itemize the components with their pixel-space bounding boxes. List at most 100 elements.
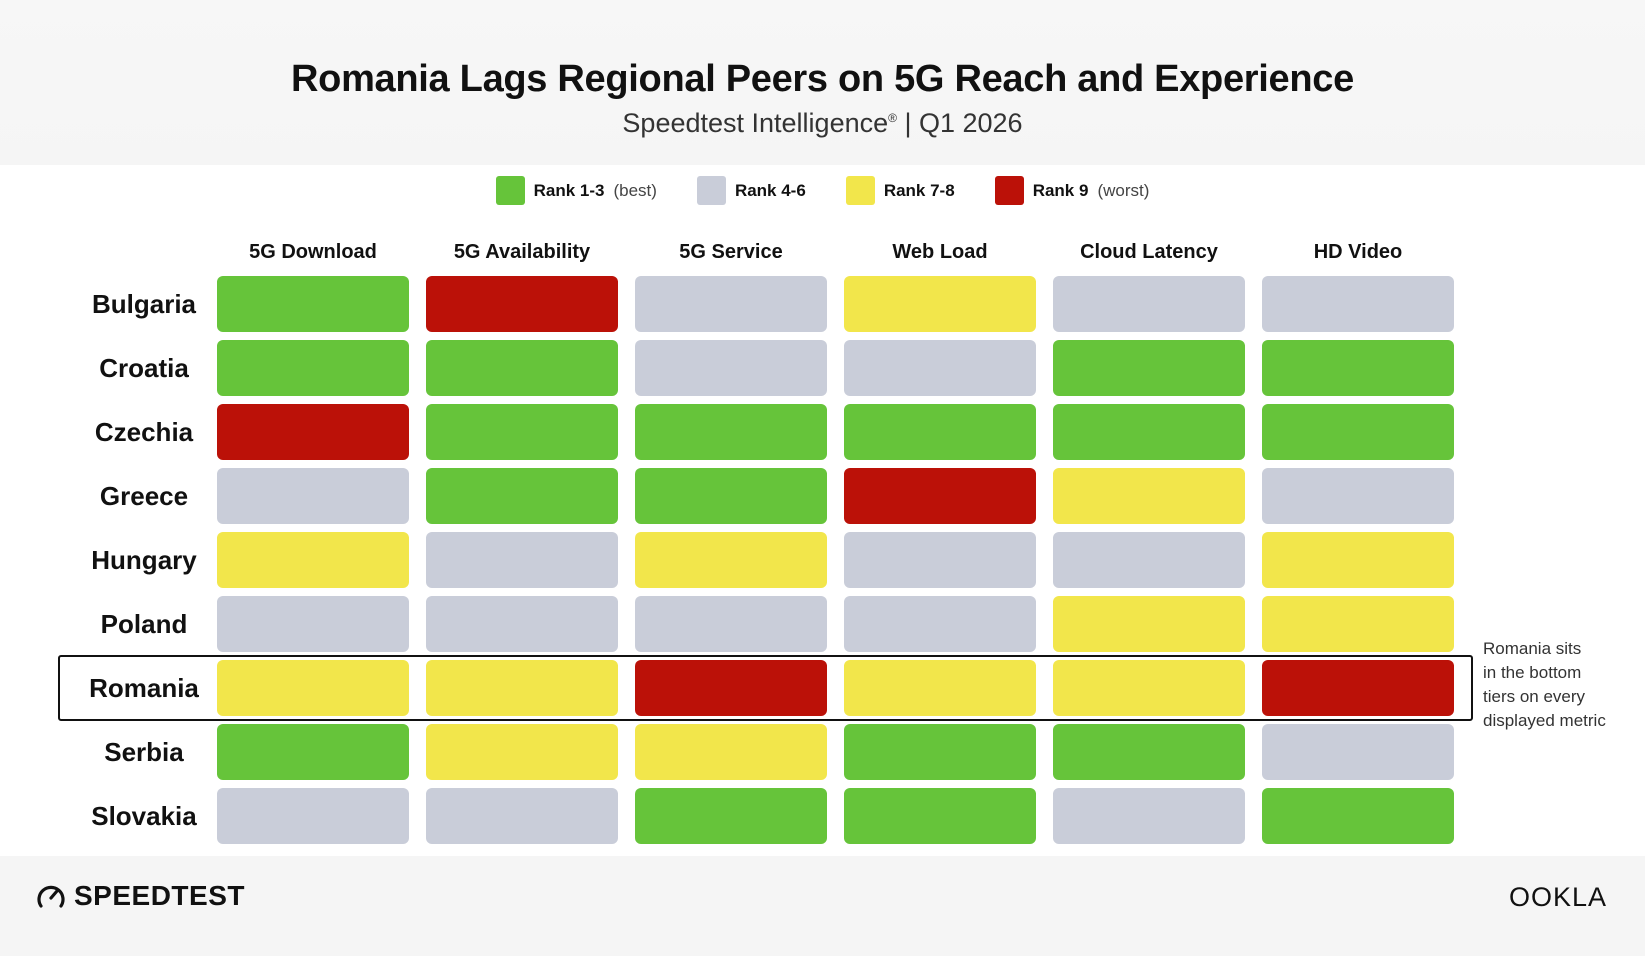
column-header: 5G Availability: [454, 241, 591, 263]
heatmap-cell: [1262, 596, 1454, 652]
heatmap-cell: [1262, 660, 1454, 716]
heatmap-cell: [844, 596, 1036, 652]
heatmap-cell: [1262, 724, 1454, 780]
heatmap-cell: [426, 660, 618, 716]
legend-item-best: Rank 1-3 (best): [495, 176, 657, 205]
heatmap-cell: [426, 276, 618, 332]
heatmap-cell: [844, 532, 1036, 588]
heatmap-cell: [1053, 276, 1245, 332]
row-label: Romania: [89, 673, 199, 703]
heatmap-chart: 5G Download 5G Availability 5G Service Web …: [58, 241, 1606, 844]
footer-band: [0, 856, 1645, 956]
column-header: 5G Service: [679, 241, 782, 263]
row-label: Czechia: [95, 417, 194, 447]
heatmap-cell: [426, 468, 618, 524]
row-label: Hungary: [91, 545, 197, 575]
heatmap-cell: [844, 660, 1036, 716]
heatmap-cell: [1262, 340, 1454, 396]
legend-label-best: Rank 1-3: [533, 180, 605, 200]
highlight-box: [58, 655, 1473, 721]
heatmap-cell: [426, 724, 618, 780]
legend-swatch-best: [495, 176, 525, 205]
heatmap-cell: [844, 404, 1036, 460]
heatmap-cell: [844, 340, 1036, 396]
legend-item-low: Rank 7-8: [845, 176, 955, 205]
annotation-text: displayed metric: [1483, 711, 1606, 730]
heatmap-cell: [844, 468, 1036, 524]
legend-swatch-mid: [696, 176, 726, 205]
heatmap-cell: [426, 596, 618, 652]
row-label: Poland: [101, 609, 188, 639]
heatmap-cell: [1262, 276, 1454, 332]
heatmap-cell: [217, 468, 409, 524]
speedtest-wordmark: SPEEDTEST: [74, 880, 245, 911]
annotation-text: Romania sits: [1483, 639, 1581, 658]
heatmap-cell: [1053, 468, 1245, 524]
registered-mark: ®: [888, 111, 897, 125]
heatmap-cell: [1053, 596, 1245, 652]
heatmap-cell: [635, 724, 827, 780]
legend-item-mid: Rank 4-6: [696, 176, 806, 205]
column-header: HD Video: [1314, 241, 1403, 263]
chart-subtitle: Speedtest Intelligence® | Q1 2026: [0, 108, 1645, 139]
heatmap-cell: [635, 468, 827, 524]
header-band: [0, 0, 1645, 165]
heatmap-cell: [635, 660, 827, 716]
heatmap-cell: [1053, 340, 1245, 396]
heatmap-cell: [635, 276, 827, 332]
heatmap-cell: [426, 532, 618, 588]
legend: Rank 1-3 (best) Rank 4-6 Rank 7-8 Rank 9…: [0, 176, 1645, 205]
heatmap-cell: [217, 532, 409, 588]
column-header: Web Load: [892, 241, 987, 263]
legend-item-worst: Rank 9 (worst): [994, 176, 1150, 205]
heatmap-cell: [1053, 660, 1245, 716]
legend-label-low: Rank 7-8: [883, 180, 955, 200]
heatmap-cell: [1053, 788, 1245, 844]
column-header: Cloud Latency: [1080, 241, 1219, 263]
annotation-text: tiers on every: [1483, 687, 1586, 706]
column-header: 5G Download: [249, 241, 377, 263]
legend-note-best: (best): [613, 180, 657, 200]
row-label: Bulgaria: [92, 289, 197, 319]
heatmap-cell: [1262, 404, 1454, 460]
heatmap-cell: [635, 404, 827, 460]
legend-label-worst: Rank 9: [1032, 180, 1089, 200]
heatmap-cell: [217, 276, 409, 332]
heatmap-cell: [844, 276, 1036, 332]
heatmap-cell: [1053, 532, 1245, 588]
subtitle-text: Speedtest Intelligence: [622, 108, 889, 138]
heatmap-cell: [844, 788, 1036, 844]
heatmap-cell: [635, 596, 827, 652]
ookla-logo: OOKLA: [1508, 882, 1607, 912]
heatmap-cell: [1262, 468, 1454, 524]
heatmap-cell: [1262, 788, 1454, 844]
subtitle-period: | Q1 2026: [896, 108, 1023, 138]
heatmap-cell: [426, 788, 618, 844]
heatmap-cell: [217, 724, 409, 780]
row-label: Greece: [100, 481, 188, 511]
heatmap-cell: [217, 340, 409, 396]
heatmap-cell: [426, 340, 618, 396]
legend-swatch-low: [845, 176, 875, 205]
heatmap-cell: [844, 724, 1036, 780]
heatmap-cell: [635, 788, 827, 844]
speedtest-logo: SPEEDTEST: [36, 880, 245, 912]
row-label: Serbia: [104, 737, 184, 767]
annotation-text: in the bottom: [1483, 663, 1581, 682]
heatmap-cell: [1053, 724, 1245, 780]
legend-label-mid: Rank 4-6: [734, 180, 806, 200]
heatmap-cell: [217, 788, 409, 844]
heatmap-cell: [217, 596, 409, 652]
chart-title: Romania Lags Regional Peers on 5G Reach …: [291, 58, 1354, 100]
legend-swatch-worst: [994, 176, 1024, 205]
gauge-icon: [37, 885, 65, 908]
heatmap-cell: [635, 340, 827, 396]
heatmap-cell: [217, 660, 409, 716]
legend-note-worst: (worst): [1097, 180, 1150, 200]
heatmap-cell: [1262, 532, 1454, 588]
row-label: Slovakia: [91, 801, 197, 831]
heatmap-cell: [426, 404, 618, 460]
heatmap-cell: [1053, 404, 1245, 460]
row-label: Croatia: [99, 353, 189, 383]
